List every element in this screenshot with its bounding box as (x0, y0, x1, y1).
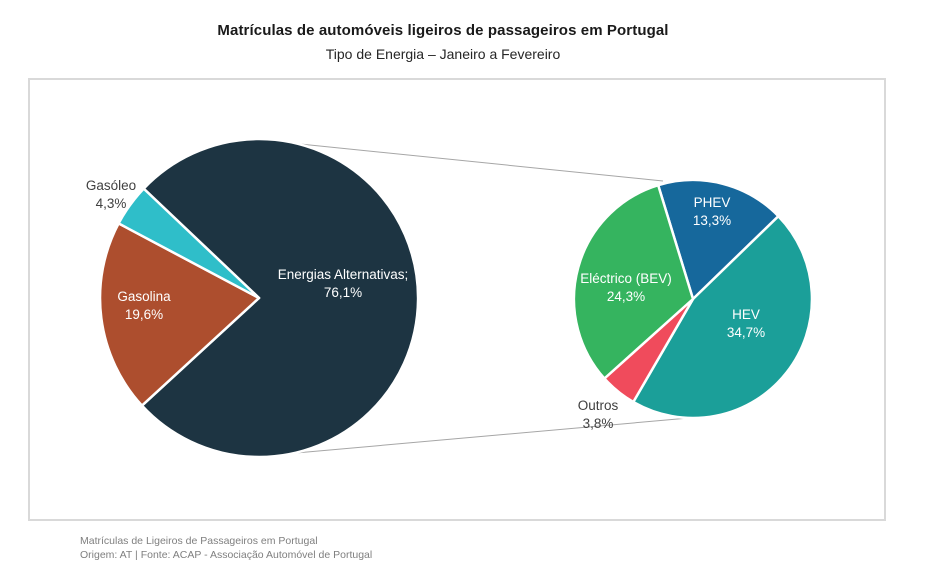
slice-energias-alternativas (140, 137, 420, 459)
label-outros-name: Outros (577, 398, 619, 413)
label-gasoleo-name: Gasóleo (85, 178, 137, 193)
source-note: Matrículas de Ligeiros de Passageiros em… (80, 534, 372, 562)
slice-gasoleo (117, 187, 261, 300)
label-hev: HEV 34,7% (727, 306, 765, 342)
label-phev-value: 13,3% (692, 213, 732, 228)
label-gasoleo-value: 4,3% (95, 196, 127, 211)
series-line-top (260, 139, 664, 182)
label-energias-alternativas-value: 76,1% (323, 285, 363, 300)
label-phev: PHEV 13,3% (693, 194, 731, 230)
label-gasolina-value: 19,6% (124, 307, 164, 322)
slice-electrico-bev (572, 183, 695, 380)
slice-gasolina (98, 222, 261, 407)
label-gasolina: Gasolina 19,6% (117, 288, 170, 324)
label-electrico-bev-name: Eléctrico (BEV) (580, 271, 672, 286)
label-electrico-bev: Eléctrico (BEV) 24,3% (580, 270, 672, 306)
label-electrico-bev-value: 24,3% (606, 289, 646, 304)
label-gasoleo: Gasóleo 4,3% (86, 177, 136, 213)
label-phev-name: PHEV (693, 195, 731, 210)
slice-phev (656, 178, 780, 301)
label-gasolina-name: Gasolina (117, 289, 171, 304)
page-subtitle: Tipo de Energia – Janeiro a Fevereiro (325, 46, 561, 62)
page-title: Matrículas de automóveis ligeiros de pas… (217, 22, 669, 39)
slice-hev (632, 214, 814, 420)
label-outros-value: 3,8% (582, 416, 614, 431)
series-line-bottom (261, 417, 690, 457)
label-energias-alternativas-name: Energias Alternativas; (277, 267, 409, 282)
source-note-line1: Matrículas de Ligeiros de Passageiros em… (80, 535, 318, 547)
label-outros: Outros 3,8% (578, 397, 619, 433)
source-note-line2: Origem: AT | Fonte: ACAP - Associação Au… (80, 549, 373, 561)
label-energias-alternativas: Energias Alternativas; 76,1% (278, 266, 409, 302)
label-hev-name: HEV (732, 307, 760, 322)
label-hev-value: 34,7% (726, 325, 766, 340)
